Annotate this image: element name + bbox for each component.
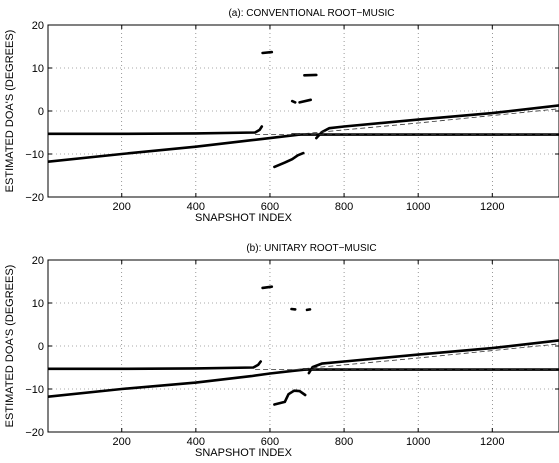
y-axis-label: ESTIMATED DOA'S (DEGREES): [4, 265, 16, 428]
series-group: [48, 50, 559, 169]
doa-estimate-track: [273, 389, 307, 406]
doa-estimate-track: [48, 133, 301, 163]
panel-a: 200 400 600 800 1000 1200 −20 −10 0 10 20 (a): CONV…: [4, 8, 559, 224]
y-tick-label: 0: [38, 341, 44, 353]
y-axis-label: ESTIMATED DOA'S (DEGREES): [4, 30, 16, 193]
doa-estimate-track: [305, 308, 312, 312]
doa-estimate-track: [273, 151, 305, 169]
y-tick-label: 20: [32, 20, 44, 32]
chart-title: (b): UNITARY ROOT−MUSIC: [246, 243, 376, 254]
doa-estimate-track: [307, 339, 559, 375]
panel-b: 200 400 600 800 1000 1200 −20 −10 0 10 20 (b): UNIT…: [4, 243, 559, 459]
x-tick-label: 400: [187, 201, 205, 213]
y-tick-label: −20: [25, 427, 44, 439]
x-tick-label: 1200: [480, 436, 504, 448]
y-tick-label: 10: [32, 63, 44, 75]
doa-estimate-track: [315, 104, 559, 140]
x-tick-label: 600: [261, 436, 279, 448]
x-axis-label: SNAPSHOT INDEX: [195, 447, 293, 459]
x-tick-label: 1000: [406, 201, 430, 213]
y-tick-label: −10: [25, 149, 44, 161]
y-tick-label: 0: [38, 106, 44, 118]
doa-estimate-track: [261, 50, 274, 55]
x-tick-label: 1200: [480, 201, 504, 213]
doa-estimate-track: [298, 98, 312, 104]
y-tick-label: 20: [32, 255, 44, 267]
doa-estimate-track: [290, 99, 297, 104]
x-tick-label: 600: [261, 201, 279, 213]
series-group: [48, 285, 559, 406]
y-tick-label: 10: [32, 298, 44, 310]
x-tick-label: 1000: [406, 436, 430, 448]
doa-estimate-track: [261, 285, 274, 290]
chart-title: (a): CONVENTIONAL ROOT−MUSIC: [228, 8, 394, 19]
true-doa-line: [288, 343, 559, 371]
true-doa-line: [288, 108, 559, 136]
x-tick-label: 200: [113, 201, 131, 213]
x-tick-label: 800: [335, 201, 353, 213]
doa-estimate-track: [48, 360, 262, 371]
x-tick-label: 800: [335, 436, 353, 448]
doa-estimate-track: [48, 368, 307, 398]
x-tick-label: 200: [113, 436, 131, 448]
x-tick-label: 400: [187, 436, 205, 448]
y-tick-label: −10: [25, 384, 44, 396]
y-tick-label: −20: [25, 192, 44, 204]
doa-estimate-track: [48, 125, 264, 136]
x-axis-label: SNAPSHOT INDEX: [195, 212, 293, 224]
